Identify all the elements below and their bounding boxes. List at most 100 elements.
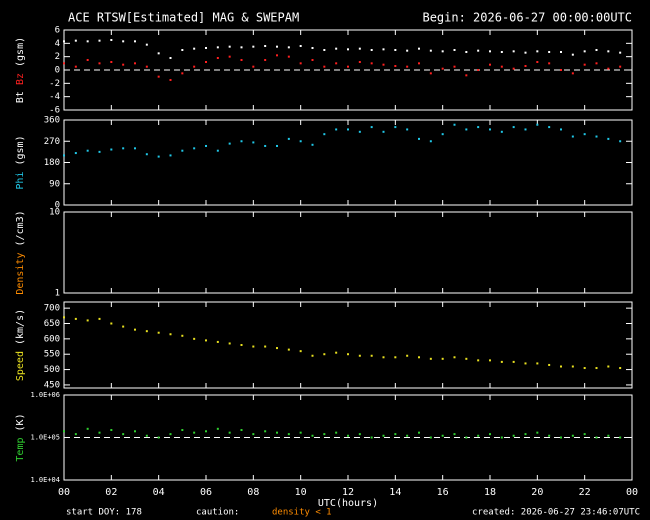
data-point [453,356,456,359]
y-tick-label: 1.0E+05 [30,434,60,442]
y-tick-label: 1.0E+04 [30,476,60,484]
data-point [548,434,551,437]
data-point [181,72,184,75]
data-point [583,367,586,370]
data-point [205,430,207,433]
data-point [264,59,267,61]
data-point [228,342,231,345]
data-point [205,144,207,147]
x-tick-label: 12 [342,487,354,498]
data-point [110,429,113,432]
y-label-unit: (gsm) [15,135,26,165]
data-point [181,429,184,432]
data-point [465,357,468,360]
data-point [228,45,231,48]
data-point [240,344,243,346]
begin-time: Begin: 2026-06-27 00:00:00UTC [422,11,632,25]
data-point [382,434,385,437]
data-point [453,433,456,436]
data-point [406,49,409,52]
data-point [429,140,432,143]
data-point [157,436,160,439]
data-point [560,69,562,71]
data-point [216,46,219,49]
data-point [299,350,302,353]
data-point [418,137,420,140]
y-axis-label: Density (/cm3) [15,210,26,294]
data-point [252,345,255,348]
data-point [358,47,361,50]
y-tick-label: 0 [55,201,60,211]
data-point [264,45,267,47]
data-point [583,63,586,66]
data-point [607,137,610,140]
y-label-unit: (K) [15,413,26,431]
data-point [134,40,136,43]
data-point [299,45,302,47]
x-tick-label: 06 [200,487,212,498]
data-point [98,39,101,42]
data-point [607,365,610,368]
x-tick-label: 00 [626,487,638,498]
data-point [489,50,491,53]
data-point [370,62,373,65]
data-point [347,48,349,51]
data-point [98,317,101,320]
data-point [500,51,503,53]
y-tick-label: 550 [44,350,60,360]
data-point [311,354,314,357]
caution-note: density < 1 [272,508,332,518]
data-point [323,433,326,436]
data-point [252,433,255,436]
data-point [548,363,551,366]
data-point [394,126,397,129]
data-point [548,126,551,129]
data-point [74,317,77,320]
data-point [406,434,409,437]
data-point [323,49,326,51]
data-point [181,149,184,152]
data-point [441,434,444,437]
data-point [134,147,136,150]
data-point [323,65,326,68]
data-point [74,65,77,68]
data-point [311,47,314,49]
data-point [287,46,290,49]
data-point [276,431,278,434]
data-point [465,74,468,77]
data-point [418,47,420,50]
y-tick-label: 180 [44,158,60,168]
data-point [205,339,207,342]
data-point [181,49,184,51]
data-point [110,322,113,325]
data-point [512,360,515,363]
data-point [441,133,444,136]
y-tick-label: 650 [44,319,60,329]
data-point [276,45,278,48]
data-point [394,433,397,436]
data-point [583,433,586,436]
data-point [181,334,184,337]
data-point [619,436,622,439]
y-tick-label: -6 [49,106,60,116]
data-point [595,436,598,439]
data-point [240,429,243,432]
data-point [134,62,136,65]
y-tick-label: 6 [55,26,60,36]
x-tick-label: 02 [105,487,117,498]
data-point [145,65,148,68]
data-point [98,431,101,434]
data-point [536,50,539,53]
y-tick-label: -4 [49,92,60,102]
data-point [193,337,196,340]
data-point [370,126,373,129]
data-point [311,59,314,61]
data-point [193,65,196,68]
data-point [512,434,515,437]
data-point [74,39,77,42]
data-point [441,50,444,53]
data-point [169,333,172,336]
data-point [240,46,243,49]
data-point [63,154,65,157]
data-point [63,62,65,65]
